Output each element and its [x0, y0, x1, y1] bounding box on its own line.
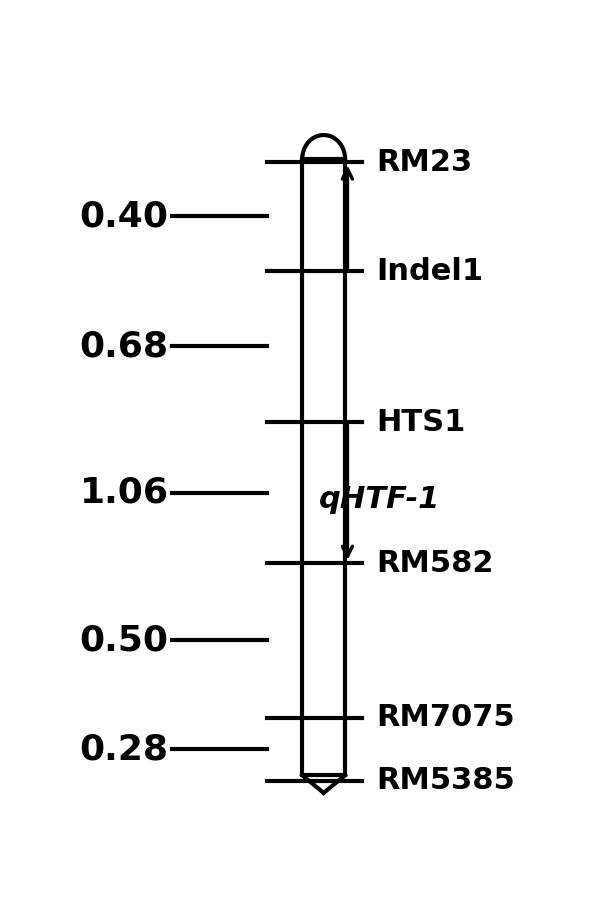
- Text: 0.28: 0.28: [80, 732, 169, 766]
- Text: RM23: RM23: [376, 148, 472, 177]
- Text: qHTF-1: qHTF-1: [319, 485, 440, 514]
- Text: 0.50: 0.50: [80, 624, 169, 657]
- Text: RM582: RM582: [376, 549, 493, 578]
- Text: RM5385: RM5385: [376, 766, 515, 795]
- Text: Indel1: Indel1: [376, 257, 483, 286]
- Text: RM7075: RM7075: [376, 703, 514, 732]
- Bar: [302, 159, 345, 775]
- Text: 0.68: 0.68: [80, 330, 169, 363]
- Text: HTS1: HTS1: [376, 408, 465, 437]
- Text: 0.40: 0.40: [80, 199, 169, 234]
- Text: 1.06: 1.06: [80, 476, 169, 509]
